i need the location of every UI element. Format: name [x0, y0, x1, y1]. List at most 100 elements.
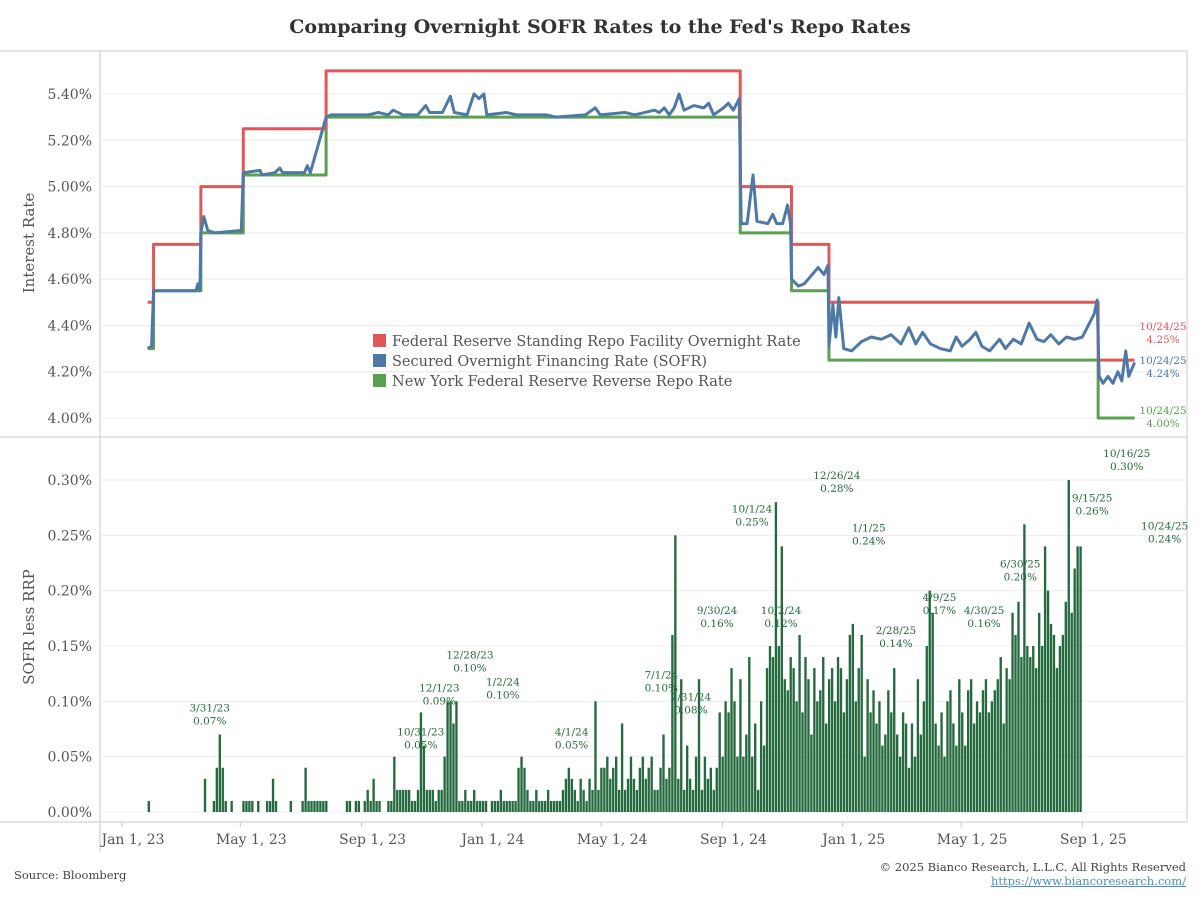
spread-bar — [478, 800, 482, 812]
spread-bar — [789, 657, 792, 812]
spread-bar — [224, 800, 227, 812]
annotation-date: 10/1/24 — [732, 503, 773, 515]
legend: Federal Reserve Standing Repo Facility O… — [373, 334, 801, 390]
annotation-date: 10/31/23 — [397, 727, 444, 739]
spread-bar — [822, 657, 825, 812]
spread-bar — [813, 668, 816, 812]
spread-bar — [490, 800, 494, 812]
spread-bar — [1064, 601, 1067, 812]
spread-bar — [638, 767, 642, 812]
spread-bar — [656, 789, 659, 812]
spread-bar — [570, 778, 573, 812]
spread-bar — [984, 679, 988, 812]
spread-bar — [759, 701, 763, 812]
spread-bar — [700, 789, 704, 812]
spread-bar — [916, 679, 920, 812]
spread-bar — [301, 800, 304, 812]
bottom-y-tick-label: 0.05% — [48, 750, 92, 766]
spread-bar — [393, 756, 396, 812]
spread-bar — [354, 800, 358, 812]
annotation-date: 10/24/25 — [1141, 520, 1188, 532]
spread-bar — [1052, 634, 1056, 812]
spread-bar — [644, 778, 647, 812]
spread-bar — [603, 767, 606, 812]
spread-bar — [620, 723, 624, 812]
spread-bar — [366, 789, 369, 812]
spread-bar — [1058, 646, 1062, 812]
spread-bar — [304, 767, 307, 812]
spread-bar — [893, 668, 896, 812]
spread-bar — [617, 789, 621, 812]
spread-bar — [1002, 723, 1005, 812]
annotation-value: 0.20% — [1004, 572, 1037, 584]
spread-bar — [780, 546, 784, 812]
spread-bar — [561, 789, 565, 812]
spread-bar — [848, 634, 852, 812]
spread-bar — [529, 800, 532, 812]
spread-bar — [949, 690, 952, 812]
spread-bar — [1035, 668, 1038, 812]
top-y-tick-label: 4.40% — [48, 318, 92, 334]
spread-bar — [919, 734, 923, 812]
spread-bar — [810, 734, 813, 812]
annotation-date: 7/1/24 — [644, 669, 678, 681]
annotation-date: 7/31/24 — [671, 691, 712, 703]
x-tick-label: Sep 1, 25 — [1060, 832, 1127, 848]
spread-bar — [691, 789, 695, 812]
spread-bar — [230, 800, 233, 812]
spread-bar — [1008, 679, 1011, 812]
spread-bar — [688, 778, 692, 812]
annotation-date: 1/1/25 — [852, 522, 886, 534]
spread-bar — [967, 690, 970, 812]
annotation-date: 12/26/24 — [813, 470, 860, 482]
annotation-date: 4/30/25 — [964, 605, 1004, 617]
spread-bar — [836, 657, 840, 812]
spread-bar — [715, 767, 718, 812]
spread-bar — [910, 723, 914, 812]
spread-bar — [952, 723, 955, 812]
spread-bar — [898, 756, 902, 812]
spread-bar — [680, 679, 683, 812]
spread-bar — [582, 789, 585, 812]
spread-bar — [961, 712, 964, 812]
spread-bar — [739, 679, 742, 812]
legend-label-srf: Federal Reserve Standing Repo Facility O… — [392, 334, 801, 350]
sofr-line — [146, 92, 1136, 385]
spread-bar — [969, 679, 973, 812]
spread-bar — [694, 756, 698, 812]
bottom-y-tick-label: 0.20% — [48, 584, 92, 600]
sofr-end-date: 10/24/25 — [1139, 355, 1186, 367]
spread-bar — [733, 701, 736, 812]
spread-bar — [736, 756, 739, 812]
spread-bar — [313, 800, 316, 812]
spread-bars — [147, 480, 1082, 812]
chart-title: Comparing Overnight SOFR Rates to the Fe… — [289, 16, 911, 38]
spread-bar — [564, 778, 568, 812]
bottom-y-tick-label: 0.00% — [48, 805, 92, 821]
spread-bar — [863, 756, 866, 812]
annotation-date: 9/15/25 — [1072, 492, 1112, 504]
annotation-value: 0.30% — [1110, 461, 1143, 473]
spread-bar — [718, 712, 721, 812]
spread-bar — [467, 800, 470, 812]
spread-bar — [972, 723, 976, 812]
spread-bar — [712, 789, 715, 812]
spread-bar — [413, 800, 417, 812]
spread-bar — [1070, 612, 1073, 812]
annotation-value: 0.14% — [879, 638, 912, 650]
spread-bar — [1061, 634, 1065, 812]
spread-bar — [653, 789, 656, 812]
spread-bar — [274, 800, 278, 812]
source-note: Source: Bloomberg — [14, 868, 127, 882]
spread-bar — [993, 690, 996, 812]
spread-bar — [887, 690, 890, 812]
annotation-value: 0.24% — [1148, 533, 1181, 545]
spread-bar — [458, 800, 461, 812]
spread-bar — [443, 756, 446, 812]
spread-bar — [1067, 480, 1070, 812]
website-link[interactable]: https://www.biancoresearch.com/ — [990, 874, 1186, 888]
spread-bar — [1026, 646, 1029, 812]
spread-bar — [798, 634, 801, 812]
spread-bar — [748, 657, 751, 812]
annotation-value: 0.26% — [1075, 505, 1108, 517]
